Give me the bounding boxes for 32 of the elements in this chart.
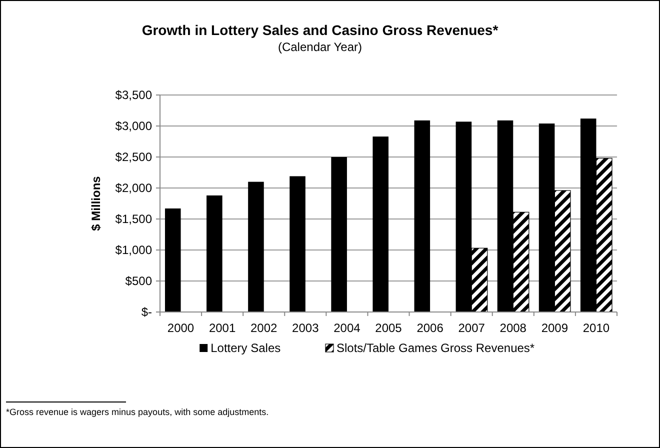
y-tick-label: $1,000	[115, 243, 152, 257]
x-tick-label: 2005	[375, 321, 402, 335]
y-tick-label: $500	[125, 274, 152, 288]
bar	[248, 182, 264, 312]
legend-label: Slots/Table Games Gross Revenues*	[336, 341, 535, 355]
bar	[414, 120, 430, 312]
text: *Gross revenue is wagers minus payouts, with some adjustments.	[6, 407, 269, 417]
x-tick-label: 2002	[250, 321, 278, 335]
bar	[290, 176, 306, 312]
bar	[164, 208, 181, 312]
x-tick-label: 2001	[208, 321, 236, 335]
x-tick-label: 2010	[582, 321, 610, 335]
y-tick-label: $2,000	[115, 181, 152, 195]
y-tick-label: $3,500	[115, 88, 152, 102]
y-tick-label: $1,500	[115, 212, 152, 226]
x-tick-label: 2004	[334, 321, 361, 335]
x-tick-label: 2006	[416, 321, 444, 335]
y-tick-label: $-	[141, 305, 152, 319]
chart-subtitle: (Calendar Year)	[278, 40, 362, 54]
x-tick-label: 2003	[292, 321, 320, 335]
x-tick-label: 2009	[541, 321, 568, 335]
x-tick-label: 2000	[167, 321, 194, 335]
y-tick-label: $3,000	[115, 119, 152, 133]
bar	[206, 195, 222, 312]
bar	[372, 136, 388, 312]
y-tick-label: $2,500	[115, 150, 152, 164]
y-axis-title: $ Millions	[89, 176, 103, 231]
bar	[331, 157, 347, 312]
x-tick-label: 2007	[458, 321, 486, 335]
chart-title: Growth in Lottery Sales and Casino Gross Revenues*	[142, 22, 499, 38]
legend-label: Lottery Sales	[210, 341, 281, 355]
x-tick-label: 2008	[500, 321, 527, 335]
